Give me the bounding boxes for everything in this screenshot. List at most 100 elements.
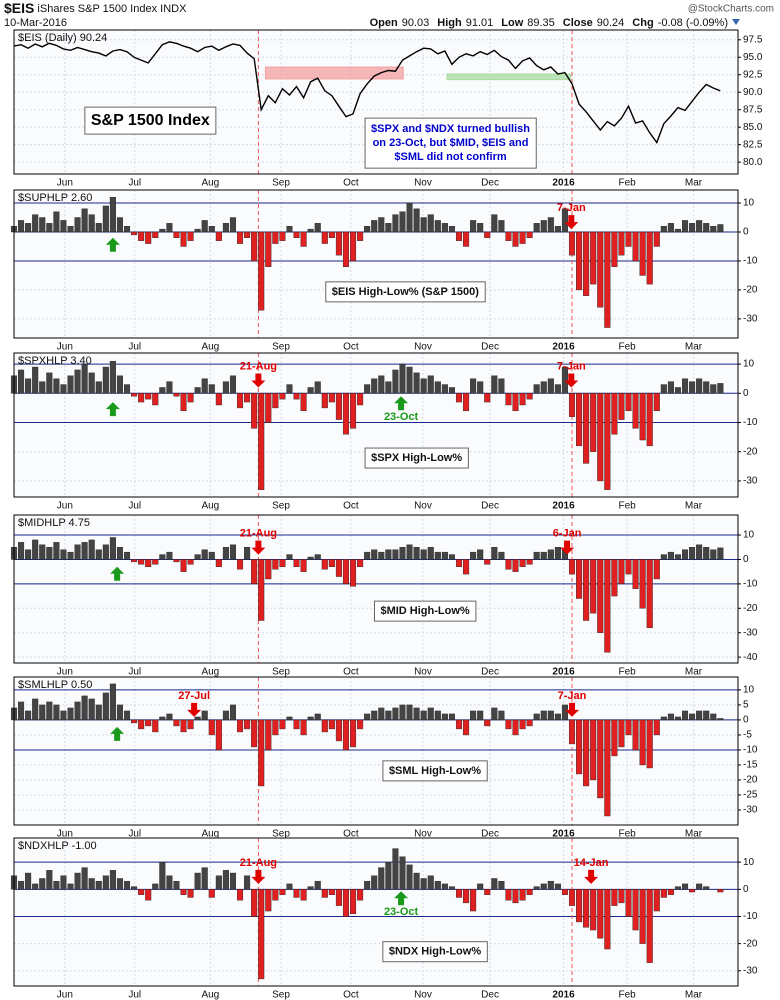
bar [441,713,448,721]
bar [526,231,533,238]
bar [300,889,307,901]
y-tick-label: -5 [743,730,752,741]
bar [272,231,279,244]
bar [173,393,180,397]
bar [328,559,335,567]
panel-border [13,189,739,339]
label-box-text: $MID High-Low% [380,605,469,617]
bar [25,378,32,394]
bar [321,393,328,409]
exchange: INDX [160,3,187,15]
bar [660,384,667,394]
bar [244,547,251,560]
bar [116,375,123,394]
bar [561,208,568,233]
bar [60,549,67,560]
bar [88,539,95,560]
bar [208,889,215,898]
bar [583,889,590,928]
bar [434,220,441,233]
bar [696,378,703,394]
bar [328,719,335,730]
bar [653,231,660,247]
panel-background [14,190,738,338]
bar [646,231,653,285]
x-tick-label: Aug [201,501,219,512]
bar [81,867,88,890]
bar [102,875,109,890]
bar [123,551,131,560]
bar [526,393,533,400]
bar [53,880,60,890]
x-tick-label: Mar [685,667,703,678]
bar [378,707,385,721]
bar [25,872,32,890]
bar [703,223,710,233]
quote-value: -0.08 (-0.09%) [658,17,728,29]
bar [689,713,696,721]
bar [540,551,547,560]
bar [265,559,272,580]
bar [611,559,618,597]
y-tick-label: 5 [743,700,749,711]
x-tick-label: Oct [343,829,359,840]
bar [279,231,286,241]
bar [689,223,696,233]
bar [39,381,46,394]
bar [131,393,138,397]
bar [554,226,561,233]
y-tick-label: 10 [743,359,755,370]
bar [576,393,583,447]
bar [667,223,674,233]
y-tick-label: -10 [743,911,758,922]
bar [406,864,413,890]
note: S&P 1500 Index [84,106,217,135]
bar [173,231,180,238]
bar [597,719,604,799]
bar [208,551,215,560]
price-line [13,41,721,144]
x-tick-label: Jun [57,501,73,512]
bar [335,889,342,906]
bar [39,217,46,233]
bar [512,231,519,247]
x-tick-label: Sep [272,990,290,1000]
bar [138,559,145,565]
legend-label: $SPXHLP 3.40 [18,355,92,367]
bar [590,559,597,614]
x-tick-label: Dec [481,667,499,678]
bar [710,384,717,394]
dropdown-arrow[interactable] [732,19,740,25]
bar [674,554,681,560]
bar [32,539,39,560]
bar [95,704,102,721]
bar [350,559,357,587]
bar [67,551,74,560]
bar [342,231,350,267]
bar [300,559,307,572]
bar [321,889,328,898]
bar [222,223,229,233]
bar [364,384,371,394]
bar [46,223,53,233]
y-tick-label: 82.5 [743,139,763,150]
bar [703,381,710,394]
bar [639,889,646,944]
bar [547,217,554,233]
bar [258,889,265,980]
bar [696,710,703,721]
x-tick-label: Jun [57,178,73,189]
bar [406,202,413,233]
bar [667,381,674,394]
bar [25,223,32,233]
label-box-text: $SPX High-Low% [371,452,462,464]
bar [251,559,258,585]
legend-label: $MIDHLP 4.75 [18,517,90,529]
bar [505,559,512,570]
bar [505,889,512,901]
bar [201,378,208,394]
bar [674,387,681,394]
bar [251,393,258,429]
bar [597,889,604,939]
bar [576,719,583,775]
